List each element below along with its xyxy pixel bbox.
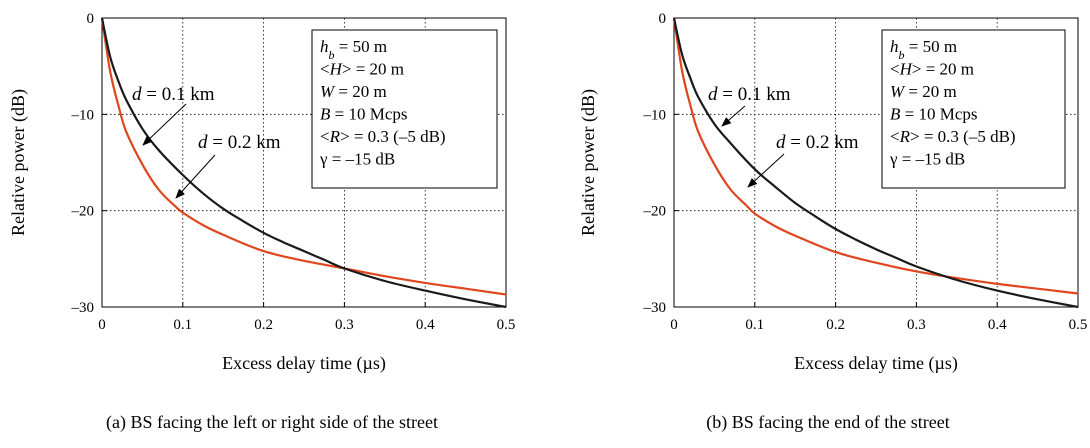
x-tick-label: 0.4 (988, 317, 1007, 333)
info-line-b: B = 10 Mcps (320, 105, 408, 124)
caption-b: (b) BS facing the end of the street (706, 412, 949, 433)
y-tick-label: 0 (659, 11, 667, 27)
x-axis-label: Excess delay time (µs) (222, 353, 386, 374)
info-line-r: <R> = 0.3 (–5 dB) (320, 127, 446, 146)
y-tick-label: –30 (71, 300, 95, 316)
x-tick-label: 0.5 (497, 317, 516, 333)
info-box: hb = 50 m <H> = 20 m W = 20 m B = 10 Mcp… (881, 29, 1066, 189)
x-tick-label: 0.3 (335, 317, 354, 333)
curve-label-d02: d = 0.2 km (198, 132, 281, 153)
x-tick-label: 0.3 (907, 317, 926, 333)
info-line-h: <H> = 20 m (320, 60, 404, 79)
chart-panel-a: 0 0.1 0.2 0.3 0.4 0.5 0 –10 –20 –30 Excess delay … (0, 0, 545, 443)
y-tick-label: –10 (643, 107, 667, 123)
y-tick-label: –10 (71, 107, 95, 123)
series-line-d01 (672, 17, 1079, 309)
tick-labels: 0 0.1 0.2 0.3 0.4 0.5 0 –10 –20 –30 (643, 11, 1088, 333)
plot-frame (101, 17, 507, 308)
curve-label-d01: d = 0.1 km (708, 84, 791, 105)
y-tick-label: 0 (87, 11, 95, 27)
arrow-d01 (142, 103, 187, 146)
y-axis-label: Relative power (dB) (578, 89, 599, 236)
info-line-w: W = 20 m (890, 82, 957, 101)
info-line-hb: hb = 50 m (890, 37, 957, 62)
series-line-d02 (672, 17, 1079, 295)
x-tick-label: 0.1 (745, 317, 764, 333)
annotation-d02: d = 0.2 km (175, 132, 281, 199)
y-axis-label: Relative power (dB) (8, 89, 29, 236)
x-tick-label: 0.2 (826, 317, 845, 333)
x-axis-label: Excess delay time (µs) (794, 353, 958, 374)
info-box: hb = 50 m <H> = 20 m W = 20 m B = 10 Mcp… (311, 29, 498, 189)
x-tick-label: 0.1 (173, 317, 192, 333)
info-line-hb: hb = 50 m (320, 37, 387, 62)
annotation-d01: d = 0.1 km (708, 84, 791, 127)
y-tick-label: –30 (643, 300, 667, 316)
curves (100, 17, 507, 309)
y-tick-label: –20 (71, 204, 95, 220)
tick-labels: 0 0.1 0.2 0.3 0.4 0.5 0 –10 –20 –30 (71, 11, 516, 333)
x-tick-label: 0 (670, 317, 678, 333)
series-line-d01 (100, 17, 507, 309)
annotation-d02: d = 0.2 km (747, 132, 859, 188)
y-tick-label: –20 (643, 204, 667, 220)
info-line-b: B = 10 Mcps (890, 105, 978, 124)
chart-b-svg: 0 0.1 0.2 0.3 0.4 0.5 0 –10 –20 –30 Excess delay … (578, 11, 1088, 433)
x-tick-label: 0.4 (416, 317, 435, 333)
chart-a-svg: 0 0.1 0.2 0.3 0.4 0.5 0 –10 –20 –30 Excess delay … (8, 11, 516, 433)
x-tick-label: 0.5 (1069, 317, 1088, 333)
arrow-d01 (721, 105, 746, 127)
info-line-gamma: γ = –15 dB (319, 150, 395, 169)
curves (672, 17, 1079, 309)
info-box-frame (311, 29, 498, 189)
info-line-h: <H> = 20 m (890, 60, 974, 79)
curve-label-d02: d = 0.2 km (776, 132, 859, 153)
caption-a: (a) BS facing the left or right side of … (106, 412, 438, 433)
curve-label-d01: d = 0.1 km (132, 84, 215, 105)
info-box-frame (881, 29, 1066, 189)
info-line-gamma: γ = –15 dB (889, 150, 965, 169)
x-tick-label: 0.2 (254, 317, 273, 333)
arrow-d02 (175, 154, 216, 199)
series-line-d02 (100, 17, 507, 296)
plot-frame (673, 17, 1079, 308)
annotation-d01: d = 0.1 km (132, 84, 215, 146)
info-line-r: <R> = 0.3 (–5 dB) (890, 127, 1016, 146)
x-tick-label: 0 (98, 317, 106, 333)
arrow-d02 (747, 153, 785, 188)
info-line-w: W = 20 m (320, 82, 387, 101)
chart-panel-b: 0 0.1 0.2 0.3 0.4 0.5 0 –10 –20 –30 Excess delay … (570, 0, 1090, 443)
